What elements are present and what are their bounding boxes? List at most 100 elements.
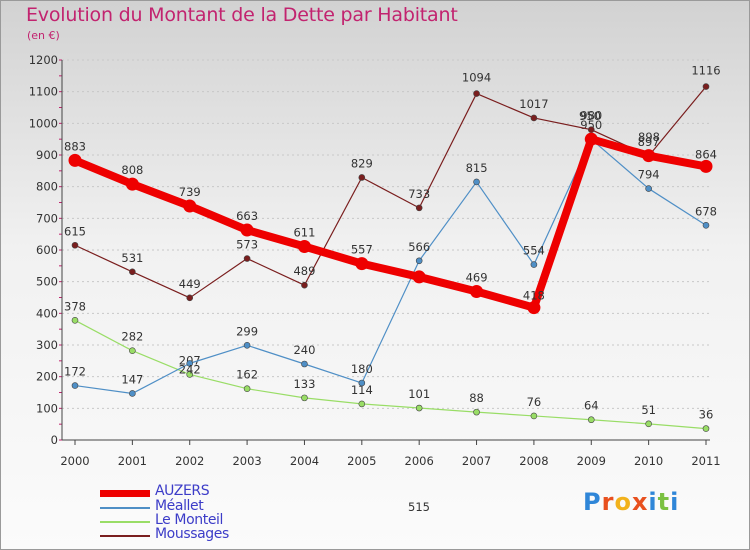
data-label: 557 [351,243,373,257]
logo-letter: i [670,488,680,516]
data-label: 36 [699,408,714,422]
data-label: 172 [64,365,86,379]
data-point [527,301,541,315]
legend-label-le-monteil: Le Monteil [155,512,224,528]
data-point [530,114,538,122]
proxiti-logo: Proxiti [583,488,679,516]
data-label: 101 [408,387,430,401]
data-point [415,204,423,212]
data-point [587,416,595,424]
data-label: 1017 [519,97,548,111]
data-label: 133 [293,377,315,391]
data-point [243,385,251,393]
data-point [702,425,710,432]
data-point [129,268,136,276]
data-label: 469 [466,270,488,284]
data-label: 883 [64,139,86,153]
logo-letter: t [657,488,671,516]
data-point [301,360,308,368]
data-point [71,316,79,324]
legend-swatch-auzers [100,490,150,497]
data-point [587,126,595,133]
data-point [473,178,480,186]
data-label: 299 [236,324,258,338]
y-tick-label: 1200 [29,53,58,67]
series-line-moussages [74,85,707,299]
data-point [584,132,598,146]
data-label: 242 [179,362,201,376]
data-point [186,371,194,378]
data-label: 240 [293,343,315,357]
data-label: 829 [351,156,373,170]
data-label: 733 [408,187,430,201]
data-point [125,177,139,191]
data-point [358,379,366,387]
y-tick-label: 100 [36,401,58,415]
x-tick-label: 2004 [290,454,319,468]
data-point [186,360,194,367]
data-label: 515 [408,500,430,514]
data-label: 64 [584,399,599,413]
data-label: 864 [695,147,717,161]
legend-swatch-meallet [100,507,150,509]
data-label: 554 [523,244,545,258]
data-point [68,153,82,167]
data-label: 815 [466,161,488,175]
data-point [473,90,480,97]
data-point [702,83,710,90]
logo-letter: P [583,488,602,516]
data-point [186,294,194,302]
data-point [470,284,484,298]
logo-letter: i [648,488,658,516]
data-label: 489 [293,264,315,278]
data-label: 950 [579,109,601,123]
chart-title: Evolution du Montant de la Dette par Hab… [26,4,458,26]
y-tick-label: 1100 [29,85,58,99]
legend-label-meallet: Méallet [155,498,204,514]
x-tick-label: 2006 [405,454,434,468]
data-label: 573 [236,238,258,252]
data-label: 739 [179,185,201,199]
data-point [183,199,197,213]
data-label: 162 [236,368,258,382]
x-tick-label: 2000 [60,454,89,468]
y-tick-label: 1000 [29,116,58,130]
data-label: 88 [469,391,484,405]
x-tick-label: 2003 [232,454,261,468]
data-label: 897 [638,135,660,149]
y-tick-label: 400 [36,306,58,320]
data-point [645,420,652,428]
data-label: 615 [64,224,86,238]
data-label: 76 [527,395,542,409]
series-line-meallet [74,138,707,395]
data-point [530,261,538,268]
series-line-auzers [71,135,710,312]
logo-letter: x [631,488,649,516]
logo-letter: o [614,488,632,516]
data-label: 678 [695,204,717,218]
data-point [699,159,713,173]
x-tick-label: 2001 [118,454,147,468]
data-label: 449 [179,277,201,291]
data-label: 794 [638,168,660,182]
data-point [297,240,311,254]
x-tick-label: 2008 [519,454,548,468]
data-label: 114 [351,383,373,397]
data-label: 1116 [691,64,720,78]
y-tick-label: 900 [36,148,58,162]
x-tick-label: 2007 [462,454,491,468]
data-point [415,404,423,412]
data-label: 147 [121,372,143,386]
x-tick-label: 2002 [175,454,204,468]
data-point [642,149,656,163]
data-point [71,382,79,389]
data-label: 418 [523,289,545,303]
logo-letter: r [601,488,615,516]
data-label: 980 [580,109,602,123]
data-label: 898 [638,130,660,144]
data-point [358,174,366,181]
y-tick-label: 800 [36,180,58,194]
y-tick-label: 700 [36,211,58,225]
